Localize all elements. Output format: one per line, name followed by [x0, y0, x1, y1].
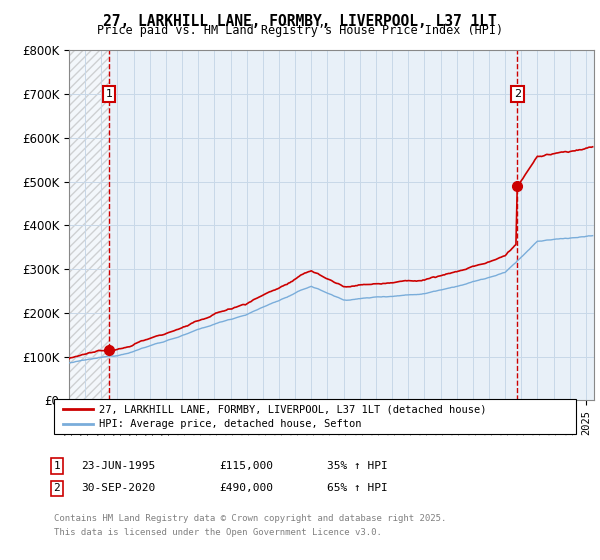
Text: 2: 2	[53, 483, 61, 493]
Text: 65% ↑ HPI: 65% ↑ HPI	[327, 483, 388, 493]
Text: 30-SEP-2020: 30-SEP-2020	[81, 483, 155, 493]
Text: 27, LARKHILL LANE, FORMBY, LIVERPOOL, L37 1LT (detached house): 27, LARKHILL LANE, FORMBY, LIVERPOOL, L3…	[99, 404, 487, 414]
Text: 27, LARKHILL LANE, FORMBY, LIVERPOOL, L37 1LT: 27, LARKHILL LANE, FORMBY, LIVERPOOL, L3…	[103, 14, 497, 29]
Text: HPI: Average price, detached house, Sefton: HPI: Average price, detached house, Seft…	[99, 419, 361, 430]
Text: 2: 2	[514, 89, 521, 99]
Text: 1: 1	[106, 89, 112, 99]
Text: Contains HM Land Registry data © Crown copyright and database right 2025.: Contains HM Land Registry data © Crown c…	[54, 514, 446, 523]
Text: £115,000: £115,000	[219, 461, 273, 471]
Text: 23-JUN-1995: 23-JUN-1995	[81, 461, 155, 471]
Bar	[69, 50, 109, 400]
Text: 1: 1	[53, 461, 61, 471]
Text: 35% ↑ HPI: 35% ↑ HPI	[327, 461, 388, 471]
Text: £490,000: £490,000	[219, 483, 273, 493]
Text: This data is licensed under the Open Government Licence v3.0.: This data is licensed under the Open Gov…	[54, 528, 382, 536]
Text: Price paid vs. HM Land Registry’s House Price Index (HPI): Price paid vs. HM Land Registry’s House …	[97, 24, 503, 37]
